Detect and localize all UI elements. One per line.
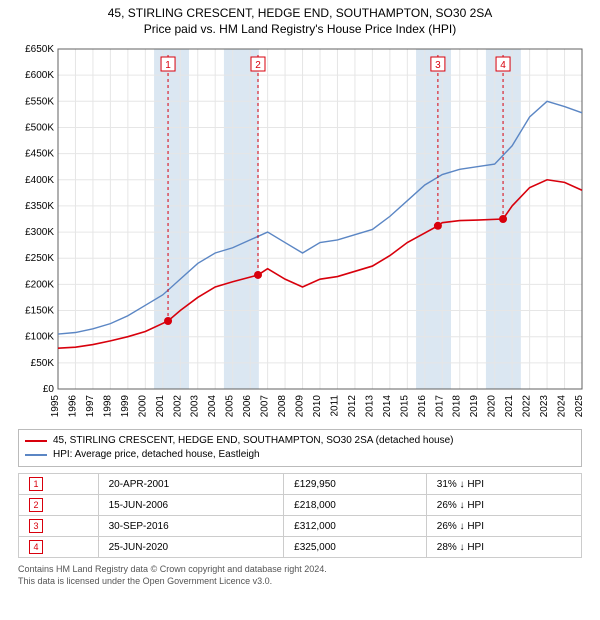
price-chart: £0 £50K £100K £150K £200K £250K £300K £350K £400… xyxy=(10,43,590,423)
sale-date: 15-JUN-2006 xyxy=(98,495,284,516)
svg-text:2007: 2007 xyxy=(260,395,271,418)
legend: 45, STIRLING CRESCENT, HEDGE END, SOUTHA… xyxy=(18,429,582,467)
svg-text:2003: 2003 xyxy=(190,395,201,418)
svg-text:2005: 2005 xyxy=(225,395,236,418)
legend-item: 45, STIRLING CRESCENT, HEDGE END, SOUTHA… xyxy=(25,434,575,448)
legend-swatch xyxy=(25,454,47,456)
svg-text:4: 4 xyxy=(500,60,506,71)
sale-marker-icon: 2 xyxy=(29,498,43,512)
svg-text:£0: £0 xyxy=(43,384,55,395)
svg-text:2022: 2022 xyxy=(522,395,533,418)
sale-date: 30-SEP-2016 xyxy=(98,516,284,537)
svg-text:£650K: £650K xyxy=(25,44,54,55)
sale-price: £312,000 xyxy=(284,516,427,537)
legend-swatch xyxy=(25,440,47,442)
svg-text:2015: 2015 xyxy=(399,395,410,418)
footer-line1: Contains HM Land Registry data © Crown c… xyxy=(18,564,582,576)
svg-text:3: 3 xyxy=(435,60,441,71)
sale-price: £129,950 xyxy=(284,474,427,495)
svg-text:£550K: £550K xyxy=(25,96,54,107)
chart-title-line2: Price paid vs. HM Land Registry's House … xyxy=(0,22,600,38)
sale-price: £325,000 xyxy=(284,537,427,558)
table-row: 4 25-JUN-2020£325,00028% ↓ HPI xyxy=(19,537,582,558)
sale-price: £218,000 xyxy=(284,495,427,516)
svg-text:2014: 2014 xyxy=(382,395,393,418)
svg-text:£150K: £150K xyxy=(25,306,54,317)
svg-text:2018: 2018 xyxy=(452,395,463,418)
svg-text:2: 2 xyxy=(255,60,261,71)
chart-title-line1: 45, STIRLING CRESCENT, HEDGE END, SOUTHA… xyxy=(0,6,600,22)
svg-text:2012: 2012 xyxy=(347,395,358,418)
svg-text:£50K: £50K xyxy=(31,358,55,369)
table-row: 1 20-APR-2001£129,95031% ↓ HPI xyxy=(19,474,582,495)
svg-text:2025: 2025 xyxy=(574,395,585,418)
svg-text:2008: 2008 xyxy=(277,395,288,418)
legend-label: 45, STIRLING CRESCENT, HEDGE END, SOUTHA… xyxy=(53,434,454,448)
svg-text:2000: 2000 xyxy=(137,395,148,418)
svg-text:2002: 2002 xyxy=(172,395,183,418)
svg-text:£100K: £100K xyxy=(25,332,54,343)
sale-pct: 26% ↓ HPI xyxy=(426,495,581,516)
sales-table: 1 20-APR-2001£129,95031% ↓ HPI 2 15-JUN-200… xyxy=(18,473,582,558)
svg-text:2004: 2004 xyxy=(207,395,218,418)
svg-text:2011: 2011 xyxy=(329,395,340,417)
svg-text:2010: 2010 xyxy=(312,395,323,418)
svg-text:£300K: £300K xyxy=(25,227,54,238)
table-row: 2 15-JUN-2006£218,00026% ↓ HPI xyxy=(19,495,582,516)
svg-text:2001: 2001 xyxy=(155,395,166,418)
sale-marker-icon: 4 xyxy=(29,540,43,554)
sale-pct: 31% ↓ HPI xyxy=(426,474,581,495)
sale-date: 20-APR-2001 xyxy=(98,474,284,495)
svg-text:£200K: £200K xyxy=(25,280,54,291)
svg-text:£350K: £350K xyxy=(25,201,54,212)
svg-text:2024: 2024 xyxy=(557,395,568,418)
svg-text:£600K: £600K xyxy=(25,70,54,81)
footer-line2: This data is licensed under the Open Gov… xyxy=(18,576,582,588)
svg-text:£500K: £500K xyxy=(25,123,54,134)
svg-text:2020: 2020 xyxy=(487,395,498,418)
svg-text:1996: 1996 xyxy=(67,395,78,418)
svg-text:2006: 2006 xyxy=(242,395,253,418)
table-row: 3 30-SEP-2016£312,00026% ↓ HPI xyxy=(19,516,582,537)
svg-text:£450K: £450K xyxy=(25,149,54,160)
svg-text:1999: 1999 xyxy=(120,395,131,418)
svg-text:2013: 2013 xyxy=(364,395,375,418)
legend-label: HPI: Average price, detached house, East… xyxy=(53,448,260,462)
svg-text:£400K: £400K xyxy=(25,175,54,186)
svg-text:2021: 2021 xyxy=(504,395,515,418)
svg-text:1998: 1998 xyxy=(102,395,113,418)
sale-pct: 26% ↓ HPI xyxy=(426,516,581,537)
sale-marker-icon: 3 xyxy=(29,519,43,533)
svg-text:1997: 1997 xyxy=(85,395,96,418)
sale-marker-icon: 1 xyxy=(29,477,43,491)
svg-text:2023: 2023 xyxy=(539,395,550,418)
svg-text:£250K: £250K xyxy=(25,253,54,264)
legend-item: HPI: Average price, detached house, East… xyxy=(25,448,575,462)
svg-text:2016: 2016 xyxy=(417,395,428,418)
svg-text:1995: 1995 xyxy=(50,395,61,418)
svg-text:2017: 2017 xyxy=(434,395,445,418)
svg-text:2019: 2019 xyxy=(469,395,480,418)
sale-date: 25-JUN-2020 xyxy=(98,537,284,558)
svg-text:2009: 2009 xyxy=(295,395,306,418)
sale-pct: 28% ↓ HPI xyxy=(426,537,581,558)
svg-text:1: 1 xyxy=(165,60,171,71)
